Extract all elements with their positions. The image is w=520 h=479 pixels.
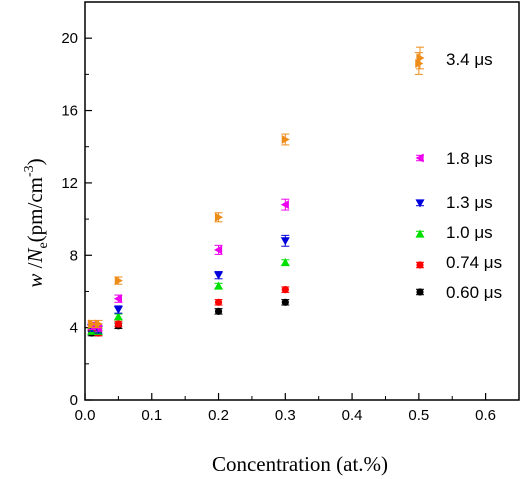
data-point — [280, 258, 290, 267]
data-point — [280, 237, 290, 246]
data-point — [280, 200, 289, 210]
legend: 3.4 μs 1.8 μs 1.3 μs 1.0 μs 0.74 μs 0.60 μs — [415, 46, 502, 302]
data-point — [88, 319, 97, 329]
y-axis-title-unit: (pm/cm — [23, 177, 47, 242]
data-point — [281, 134, 290, 144]
x-tick-label: 0.2 — [208, 407, 229, 424]
legend-label: 1.0 μs — [446, 223, 493, 242]
plot-frame — [84, 1, 520, 401]
data-point — [214, 298, 223, 306]
legend-entry: 3.4 μs — [416, 46, 493, 70]
legend-marker — [415, 199, 425, 208]
data-point — [214, 281, 224, 290]
legend-entry: 0.60 μs — [416, 283, 502, 302]
y-tick-label: 4 — [70, 320, 78, 337]
data-point — [113, 312, 123, 321]
data-point — [214, 245, 223, 255]
legend-entry: 1.8 μs — [415, 149, 493, 168]
data-point — [281, 298, 289, 306]
y-axis-title-subscript: e — [36, 242, 51, 248]
x-tick-label: 0.0 — [75, 407, 96, 424]
y-axis-title-superscript: -3 — [22, 165, 37, 177]
series-5 — [87, 52, 424, 329]
legend-label: 1.8 μs — [446, 149, 493, 168]
legend-marker — [415, 229, 425, 238]
y-axis-title-n: N — [23, 248, 47, 264]
legend-entry: 1.3 μs — [415, 193, 493, 212]
data-point — [113, 305, 123, 315]
legend-label: 1.3 μs — [446, 193, 493, 212]
data-point — [113, 294, 122, 304]
y-tick-label: 12 — [61, 175, 78, 192]
data-point — [94, 319, 103, 329]
x-tick-label: 0.4 — [342, 407, 363, 424]
legend-label: 3.4 μs — [446, 50, 493, 69]
legend-marker — [416, 288, 424, 296]
legend-marker — [415, 153, 424, 163]
data-points — [87, 52, 424, 337]
legend-entry: 1.0 μs — [415, 223, 493, 242]
data-point — [281, 286, 289, 294]
x-axis-title: Concentration (at.%) — [212, 452, 388, 476]
data-point — [214, 271, 224, 280]
legend-marker — [416, 261, 424, 269]
data-point — [114, 320, 122, 328]
x-tick-label: 0.3 — [275, 407, 296, 424]
x-axis: 0.0 0.1 0.2 0.3 0.4 0.5 0.6 — [75, 393, 496, 424]
y-axis: 0 4 8 12 16 20 — [61, 30, 92, 409]
y-axis-title-close: ) — [23, 158, 47, 165]
legend-entry: 0.74 μs — [416, 253, 502, 272]
y-tick-label: 20 — [61, 30, 78, 47]
plot-border — [84, 1, 520, 401]
x-tick-label: 0.6 — [475, 407, 496, 424]
data-point — [114, 276, 123, 286]
legend-label: 0.60 μs — [446, 283, 502, 302]
y-axis-title-sep: / — [23, 262, 47, 273]
legend-label: 0.74 μs — [446, 253, 502, 272]
y-tick-label: 8 — [70, 247, 78, 264]
y-axis-title-w: w — [23, 274, 47, 288]
y-tick-label: 0 — [70, 392, 78, 409]
legend-marker — [416, 53, 425, 63]
y-tick-label: 16 — [61, 103, 78, 120]
x-tick-label: 0.5 — [408, 407, 429, 424]
x-tick-label: 0.1 — [141, 407, 162, 424]
data-point — [214, 212, 224, 222]
data-point — [214, 307, 223, 315]
y-axis-title: w /Ne(pm/cm-3) — [22, 158, 51, 287]
